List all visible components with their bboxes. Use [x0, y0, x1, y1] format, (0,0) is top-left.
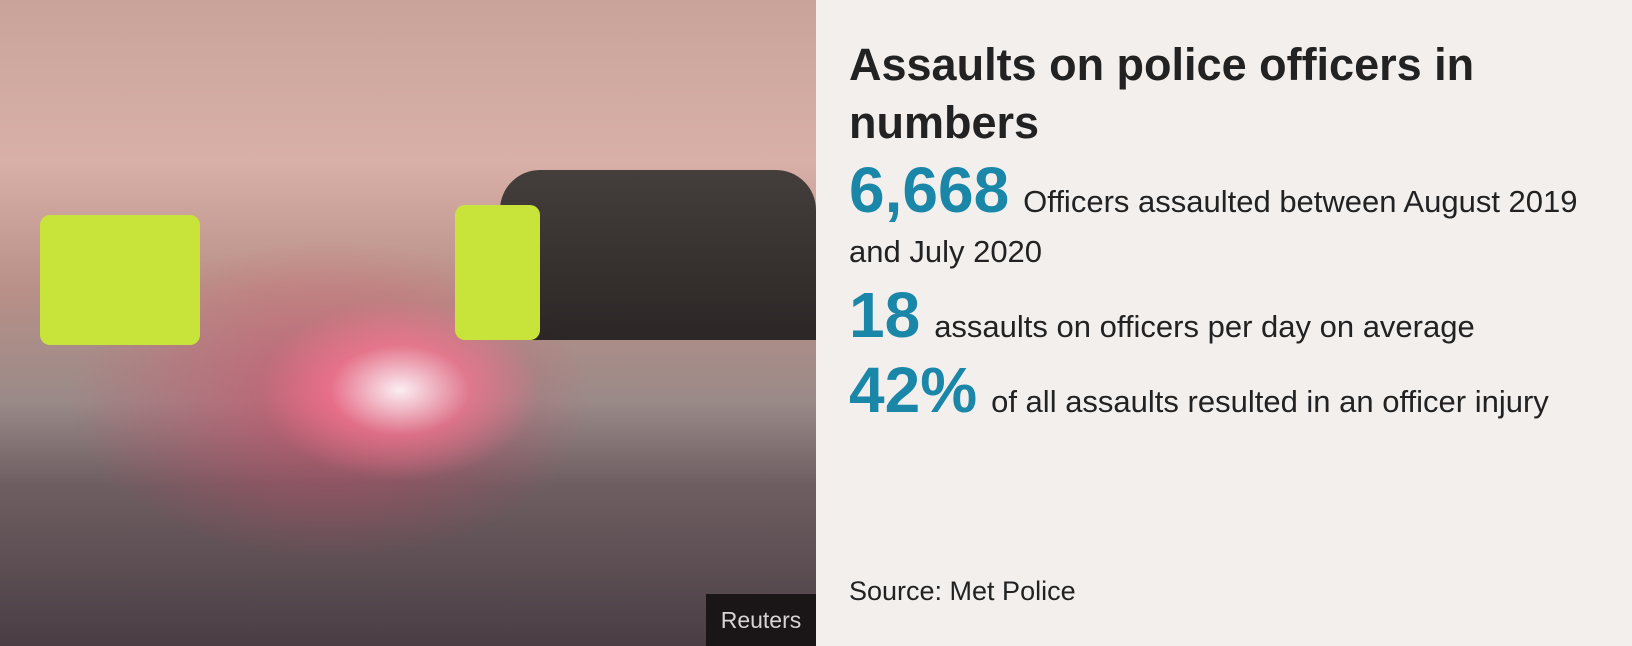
- stat-text: assaults on officers per day on average: [934, 309, 1475, 344]
- stat-per-day: 18 assaults on officers per day on averag…: [849, 283, 1609, 352]
- stat-text: of all assaults resulted in an officer i…: [991, 384, 1549, 419]
- panel-title: Assaults on police officers in numbers: [849, 39, 1475, 148]
- news-photo: Reuters: [0, 0, 816, 646]
- photo-credit: Reuters: [706, 594, 816, 646]
- stats-panel: Assaults on police officers in numbers 6…: [849, 36, 1609, 427]
- stat-text: Officers assaulted between August 2019 a…: [849, 184, 1578, 269]
- stat-value: 42%: [849, 354, 978, 426]
- officer-left: [40, 215, 200, 345]
- stat-injury-rate: 42% of all assaults resulted in an office…: [849, 358, 1609, 427]
- stat-value: 6,668: [849, 154, 1010, 226]
- officer-center: [455, 205, 540, 340]
- stat-value: 18: [849, 279, 921, 351]
- stat-officers-assaulted: 6,668 Officers assaulted between August 2…: [849, 158, 1609, 277]
- police-line: [500, 170, 816, 340]
- source-note: Source: Met Police: [849, 576, 1076, 606]
